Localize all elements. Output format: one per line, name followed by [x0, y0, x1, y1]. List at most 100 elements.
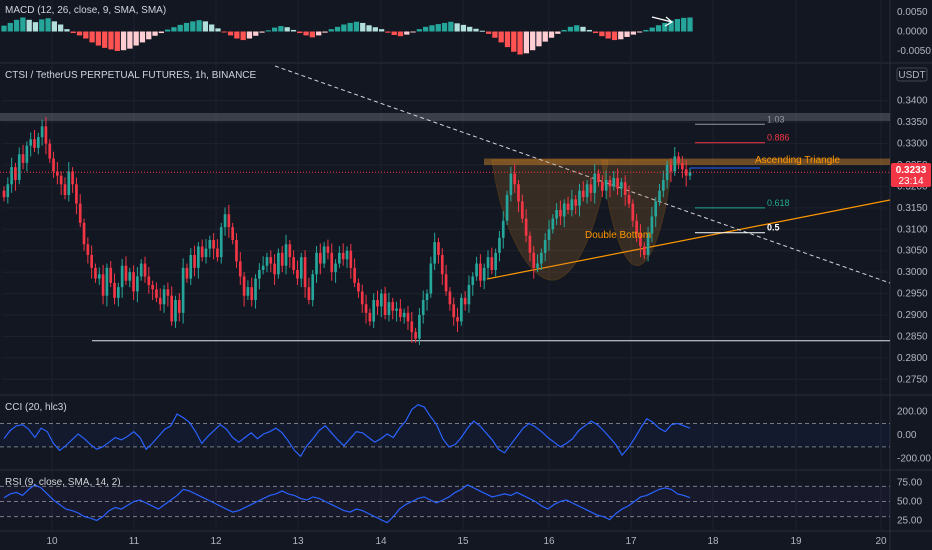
macd-bar: [485, 31, 492, 34]
macd-bar: [164, 29, 171, 32]
macd-arrow: [651, 16, 674, 27]
macd-bar: [492, 31, 498, 38]
time-tick-label: 16: [543, 536, 555, 547]
candle-body: [471, 276, 475, 285]
candle-body: [105, 267, 109, 296]
macd-bar: [423, 26, 429, 32]
macd-bar: [120, 31, 127, 51]
macd-bar: [1, 25, 7, 32]
macd-bar: [353, 21, 360, 32]
macd-bar: [586, 29, 592, 32]
macd-bar: [467, 26, 473, 32]
macd-bar: [404, 31, 410, 35]
candle-body: [467, 285, 471, 305]
last-price-value: 0.3233: [896, 165, 927, 176]
candle-body: [395, 308, 398, 311]
time-tick-label: 11: [129, 536, 140, 547]
macd-bar: [674, 19, 681, 32]
ascending-triangle-label[interactable]: Ascending Triangle: [755, 155, 840, 166]
double-bottom-label[interactable]: Double Bottom: [585, 230, 651, 241]
candle-body: [513, 173, 517, 185]
macd-bar: [102, 31, 108, 48]
candle-body: [231, 227, 235, 240]
candle-body: [677, 156, 680, 163]
candle-body: [40, 126, 44, 138]
candle-body: [254, 278, 257, 300]
cci-title[interactable]: CCI (20, hlc3): [5, 402, 67, 413]
candle-body: [311, 274, 315, 300]
macd-bar: [530, 31, 536, 51]
macd-bar: [668, 20, 674, 32]
macd-bar: [265, 30, 271, 32]
candle-body: [642, 246, 646, 255]
candle-body: [479, 263, 482, 281]
candle-body: [498, 237, 501, 253]
macd-bar: [441, 22, 448, 32]
macd-bar: [83, 31, 89, 39]
candle-body: [402, 312, 406, 318]
candle-body: [585, 184, 589, 198]
candle-body: [635, 220, 638, 234]
candle-body: [21, 154, 25, 163]
macd-bar: [209, 24, 215, 32]
candle-body: [357, 282, 360, 292]
candle-body: [246, 287, 250, 296]
candle-body: [646, 233, 650, 255]
rsi-title[interactable]: RSI (9, close, SMA, 14, 2): [5, 477, 121, 488]
candle-body: [44, 126, 48, 144]
fib-level-label: 0.618: [767, 198, 790, 208]
rsi-tick-label: 25.00: [897, 515, 922, 526]
candle-body: [120, 265, 124, 288]
candle-body: [494, 252, 497, 270]
macd-title[interactable]: MACD (12, 26, close, 9, SMA, SMA): [5, 5, 166, 16]
candle-body: [570, 199, 574, 210]
macd-bar: [278, 26, 284, 32]
candle-body: [71, 171, 74, 185]
candle-body: [360, 291, 364, 305]
macd-bar: [592, 31, 599, 34]
candle-body: [421, 300, 425, 315]
candle-body: [330, 252, 334, 273]
macd-histogram: [1, 16, 693, 55]
candle-body: [433, 242, 436, 264]
candle-body: [296, 270, 299, 279]
macd-bar: [366, 25, 372, 32]
candle-body: [475, 263, 478, 277]
price-tick-label: 0.2800: [897, 353, 928, 364]
macd-bar: [183, 22, 190, 32]
macd-bar: [171, 27, 177, 32]
macd-bar: [523, 31, 530, 54]
candle-body: [608, 180, 612, 187]
currency-badge[interactable]: [896, 67, 928, 82]
macd-bar: [76, 31, 83, 36]
candle-body: [505, 195, 509, 221]
candle-body: [280, 252, 284, 266]
candle-body: [448, 291, 452, 305]
candle-body: [437, 242, 440, 255]
grey-zone-band: [0, 113, 890, 121]
macd-bar: [158, 31, 164, 34]
candle-body: [265, 257, 269, 266]
candle-body: [540, 252, 543, 264]
candle-body: [410, 321, 414, 333]
candle-body: [444, 274, 448, 292]
time-tick-label: 12: [210, 536, 222, 547]
candle-body: [604, 180, 608, 191]
descending-trendline: [274, 65, 891, 284]
candle-body: [528, 235, 532, 253]
candle-body: [200, 246, 204, 258]
candle-body: [288, 244, 292, 258]
macd-bar: [391, 31, 397, 36]
symbol-title[interactable]: CTSI / TetherUS PERPETUAL FUTURES, 1h, B…: [5, 70, 257, 81]
candle-body: [204, 248, 208, 258]
candle-body: [589, 184, 593, 193]
candle-body: [684, 169, 688, 176]
macd-bar: [548, 31, 555, 38]
price-tick-label: 0.2950: [897, 289, 928, 300]
candle-body: [197, 246, 200, 268]
macd-bar: [460, 24, 467, 32]
price-candles: [2, 117, 692, 345]
candle-body: [261, 265, 265, 270]
cci-line: [3, 404, 691, 458]
